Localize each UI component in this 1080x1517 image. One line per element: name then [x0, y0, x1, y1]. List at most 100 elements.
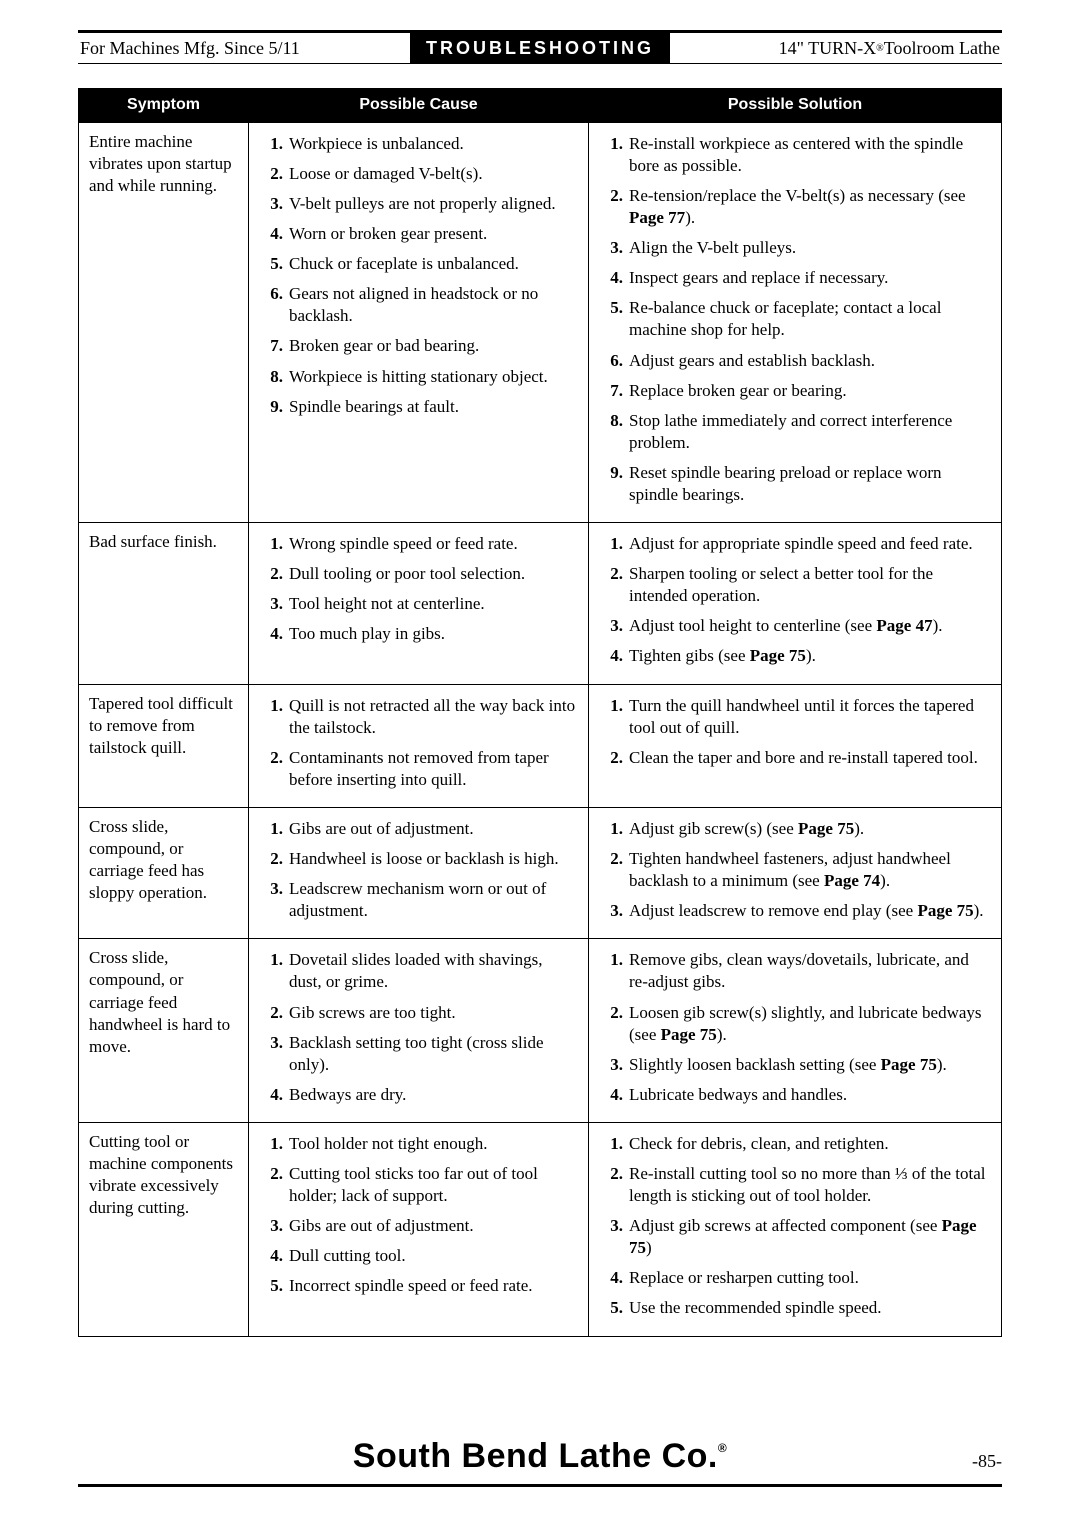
cause-list: Quill is not retracted all the way back … — [259, 693, 578, 797]
cause-item: Leadscrew mechanism worn or out of adjus… — [259, 876, 578, 928]
cause-item: Incorrect spindle speed or feed rate. — [259, 1273, 578, 1303]
cause-text: Backlash setting too tight (cross slide … — [289, 1033, 544, 1074]
solution-text: Slightly loosen backlash setting (see Pa… — [629, 1055, 947, 1074]
symptom-cell: Tapered tool difficult to remove from ta… — [79, 684, 249, 807]
cause-item: Too much play in gibs. — [259, 621, 578, 651]
table-row: Cross slide, compound, or carriage feed … — [79, 939, 1002, 1123]
solution-item: Adjust gib screws at affected component … — [599, 1213, 991, 1265]
solution-text: Reset spindle bearing preload or replace… — [629, 463, 942, 504]
cause-text: Wrong spindle speed or feed rate. — [289, 534, 518, 553]
cause-item: Gibs are out of adjustment. — [259, 816, 578, 846]
cause-text: Workpiece is hitting stationary object. — [289, 367, 548, 386]
solution-list: Check for debris, clean, and retighten. R… — [599, 1131, 991, 1326]
table-row: Cutting tool or machine components vibra… — [79, 1122, 1002, 1336]
solution-text: Sharpen tooling or select a better tool … — [629, 564, 933, 605]
solution-item: Slightly loosen backlash setting (see Pa… — [599, 1052, 991, 1082]
cause-item: Backlash setting too tight (cross slide … — [259, 1030, 578, 1082]
cause-text: Gibs are out of adjustment. — [289, 819, 474, 838]
page-reference: Page 75 — [798, 819, 854, 838]
cause-list: Wrong spindle speed or feed rate. Dull to… — [259, 531, 578, 651]
solution-cell: Re-install workpiece as centered with th… — [589, 122, 1002, 522]
cause-item: Chuck or faceplate is unbalanced. — [259, 251, 578, 281]
cause-item: Spindle bearings at fault. — [259, 394, 578, 424]
solution-list: Re-install workpiece as centered with th… — [599, 131, 991, 512]
cause-text: Chuck or faceplate is unbalanced. — [289, 254, 519, 273]
cause-list: Tool holder not tight enough.Cutting too… — [259, 1131, 578, 1304]
solution-cell: Remove gibs, clean ways/dovetails, lubri… — [589, 939, 1002, 1123]
col-header-solution: Possible Solution — [589, 89, 1002, 123]
solution-item: Stop lathe immediately and correct inter… — [599, 408, 991, 460]
cause-cell: Workpiece is unbalanced. Loose or damaged… — [249, 122, 589, 522]
solution-text: Align the V-belt pulleys. — [629, 238, 796, 257]
solution-text: Inspect gears and replace if necessary. — [629, 268, 888, 287]
page-reference: Page 77 — [629, 208, 685, 227]
registered-icon: ® — [876, 43, 884, 54]
solution-cell: Adjust for appropriate spindle speed and… — [589, 523, 1002, 684]
cause-item: Handwheel is loose or backlash is high. — [259, 846, 578, 876]
header-right-prefix: 14" TURN-X — [779, 38, 877, 59]
cause-item: Gears not aligned in headstock or no bac… — [259, 281, 578, 333]
cause-item: Dull tooling or poor tool selection. — [259, 561, 578, 591]
solution-text: Lubricate bedways and handles. — [629, 1085, 847, 1104]
solution-item: Re-balance chuck or faceplate; contact a… — [599, 295, 991, 347]
page-reference: Page 74 — [824, 871, 880, 890]
registered-icon: ® — [718, 1441, 727, 1455]
solution-item: Adjust gears and establish backlash. — [599, 348, 991, 378]
cause-item: Tool holder not tight enough. — [259, 1131, 578, 1161]
cause-cell: Tool holder not tight enough.Cutting too… — [249, 1122, 589, 1336]
solution-item: Turn the quill handwheel until it forces… — [599, 693, 991, 745]
cause-item: Workpiece is hitting stationary object. — [259, 364, 578, 394]
solution-text: Adjust for appropriate spindle speed and… — [629, 534, 973, 553]
solution-list: Turn the quill handwheel until it forces… — [599, 693, 991, 775]
header-right: 14" TURN-X® Toolroom Lathe — [670, 33, 1002, 63]
cause-text: Dull cutting tool. — [289, 1246, 406, 1265]
cause-text: Incorrect spindle speed or feed rate. — [289, 1276, 533, 1295]
cause-item: Cutting tool sticks too far out of tool … — [259, 1161, 578, 1213]
cause-text: Handwheel is loose or backlash is high. — [289, 849, 559, 868]
cause-text: Dovetail slides loaded with shavings, du… — [289, 950, 543, 991]
table-row: Cross slide, compound, or carriage feed … — [79, 807, 1002, 938]
solution-list: Adjust gib screw(s) (see Page 75).Tighte… — [599, 816, 991, 928]
solution-item: Adjust for appropriate spindle speed and… — [599, 531, 991, 561]
solution-item: Loosen gib screw(s) slightly, and lubric… — [599, 1000, 991, 1052]
symptom-cell: Entire machine vibrates upon startup and… — [79, 122, 249, 522]
page: For Machines Mfg. Since 5/11 TROUBLESHOO… — [0, 0, 1080, 1517]
cause-text: Spindle bearings at fault. — [289, 397, 459, 416]
col-header-symptom: Symptom — [79, 89, 249, 123]
solution-item: Sharpen tooling or select a better tool … — [599, 561, 991, 613]
cause-item: Loose or damaged V-belt(s). — [259, 161, 578, 191]
cause-item: V-belt pulleys are not properly aligned. — [259, 191, 578, 221]
solution-text: Replace or resharpen cutting tool. — [629, 1268, 859, 1287]
cause-item: Dull cutting tool. — [259, 1243, 578, 1273]
cause-text: Dull tooling or poor tool selection. — [289, 564, 525, 583]
page-reference: Page 75 — [881, 1055, 937, 1074]
solution-item: Replace or resharpen cutting tool. — [599, 1265, 991, 1295]
solution-text: Adjust gears and establish backlash. — [629, 351, 875, 370]
cause-text: Gib screws are too tight. — [289, 1003, 456, 1022]
solution-cell: Adjust gib screw(s) (see Page 75).Tighte… — [589, 807, 1002, 938]
symptom-cell: Cross slide, compound, or carriage feed … — [79, 807, 249, 938]
cause-list: Workpiece is unbalanced. Loose or damaged… — [259, 131, 578, 424]
cause-item: Workpiece is unbalanced. — [259, 131, 578, 161]
cause-text: Contaminants not removed from taper befo… — [289, 748, 549, 789]
solution-item: Tighten gibs (see Page 75). — [599, 643, 991, 673]
solution-item: Lubricate bedways and handles. — [599, 1082, 991, 1112]
solution-item: Adjust tool height to centerline (see Pa… — [599, 613, 991, 643]
header-left: For Machines Mfg. Since 5/11 — [78, 33, 410, 63]
solution-text: Clean the taper and bore and re-install … — [629, 748, 978, 767]
solution-item: Re-tension/replace the V-belt(s) as nece… — [599, 183, 991, 235]
cause-text: Loose or damaged V-belt(s). — [289, 164, 483, 183]
cause-text: Broken gear or bad bearing. — [289, 336, 479, 355]
solution-item: Align the V-belt pulleys. — [599, 235, 991, 265]
solution-item: Re-install workpiece as centered with th… — [599, 131, 991, 183]
solution-item: Adjust leadscrew to remove end play (see… — [599, 898, 991, 928]
solution-item: Adjust gib screw(s) (see Page 75). — [599, 816, 991, 846]
solution-text: Replace broken gear or bearing. — [629, 381, 847, 400]
solution-item: Check for debris, clean, and retighten. — [599, 1131, 991, 1161]
cause-cell: Dovetail slides loaded with shavings, du… — [249, 939, 589, 1123]
solution-text: Turn the quill handwheel until it forces… — [629, 696, 974, 737]
solution-item: Use the recommended spindle speed. — [599, 1295, 991, 1325]
cause-text: V-belt pulleys are not properly aligned. — [289, 194, 556, 213]
cause-item: Gibs are out of adjustment. — [259, 1213, 578, 1243]
page-reference: Page 75 — [629, 1216, 977, 1257]
